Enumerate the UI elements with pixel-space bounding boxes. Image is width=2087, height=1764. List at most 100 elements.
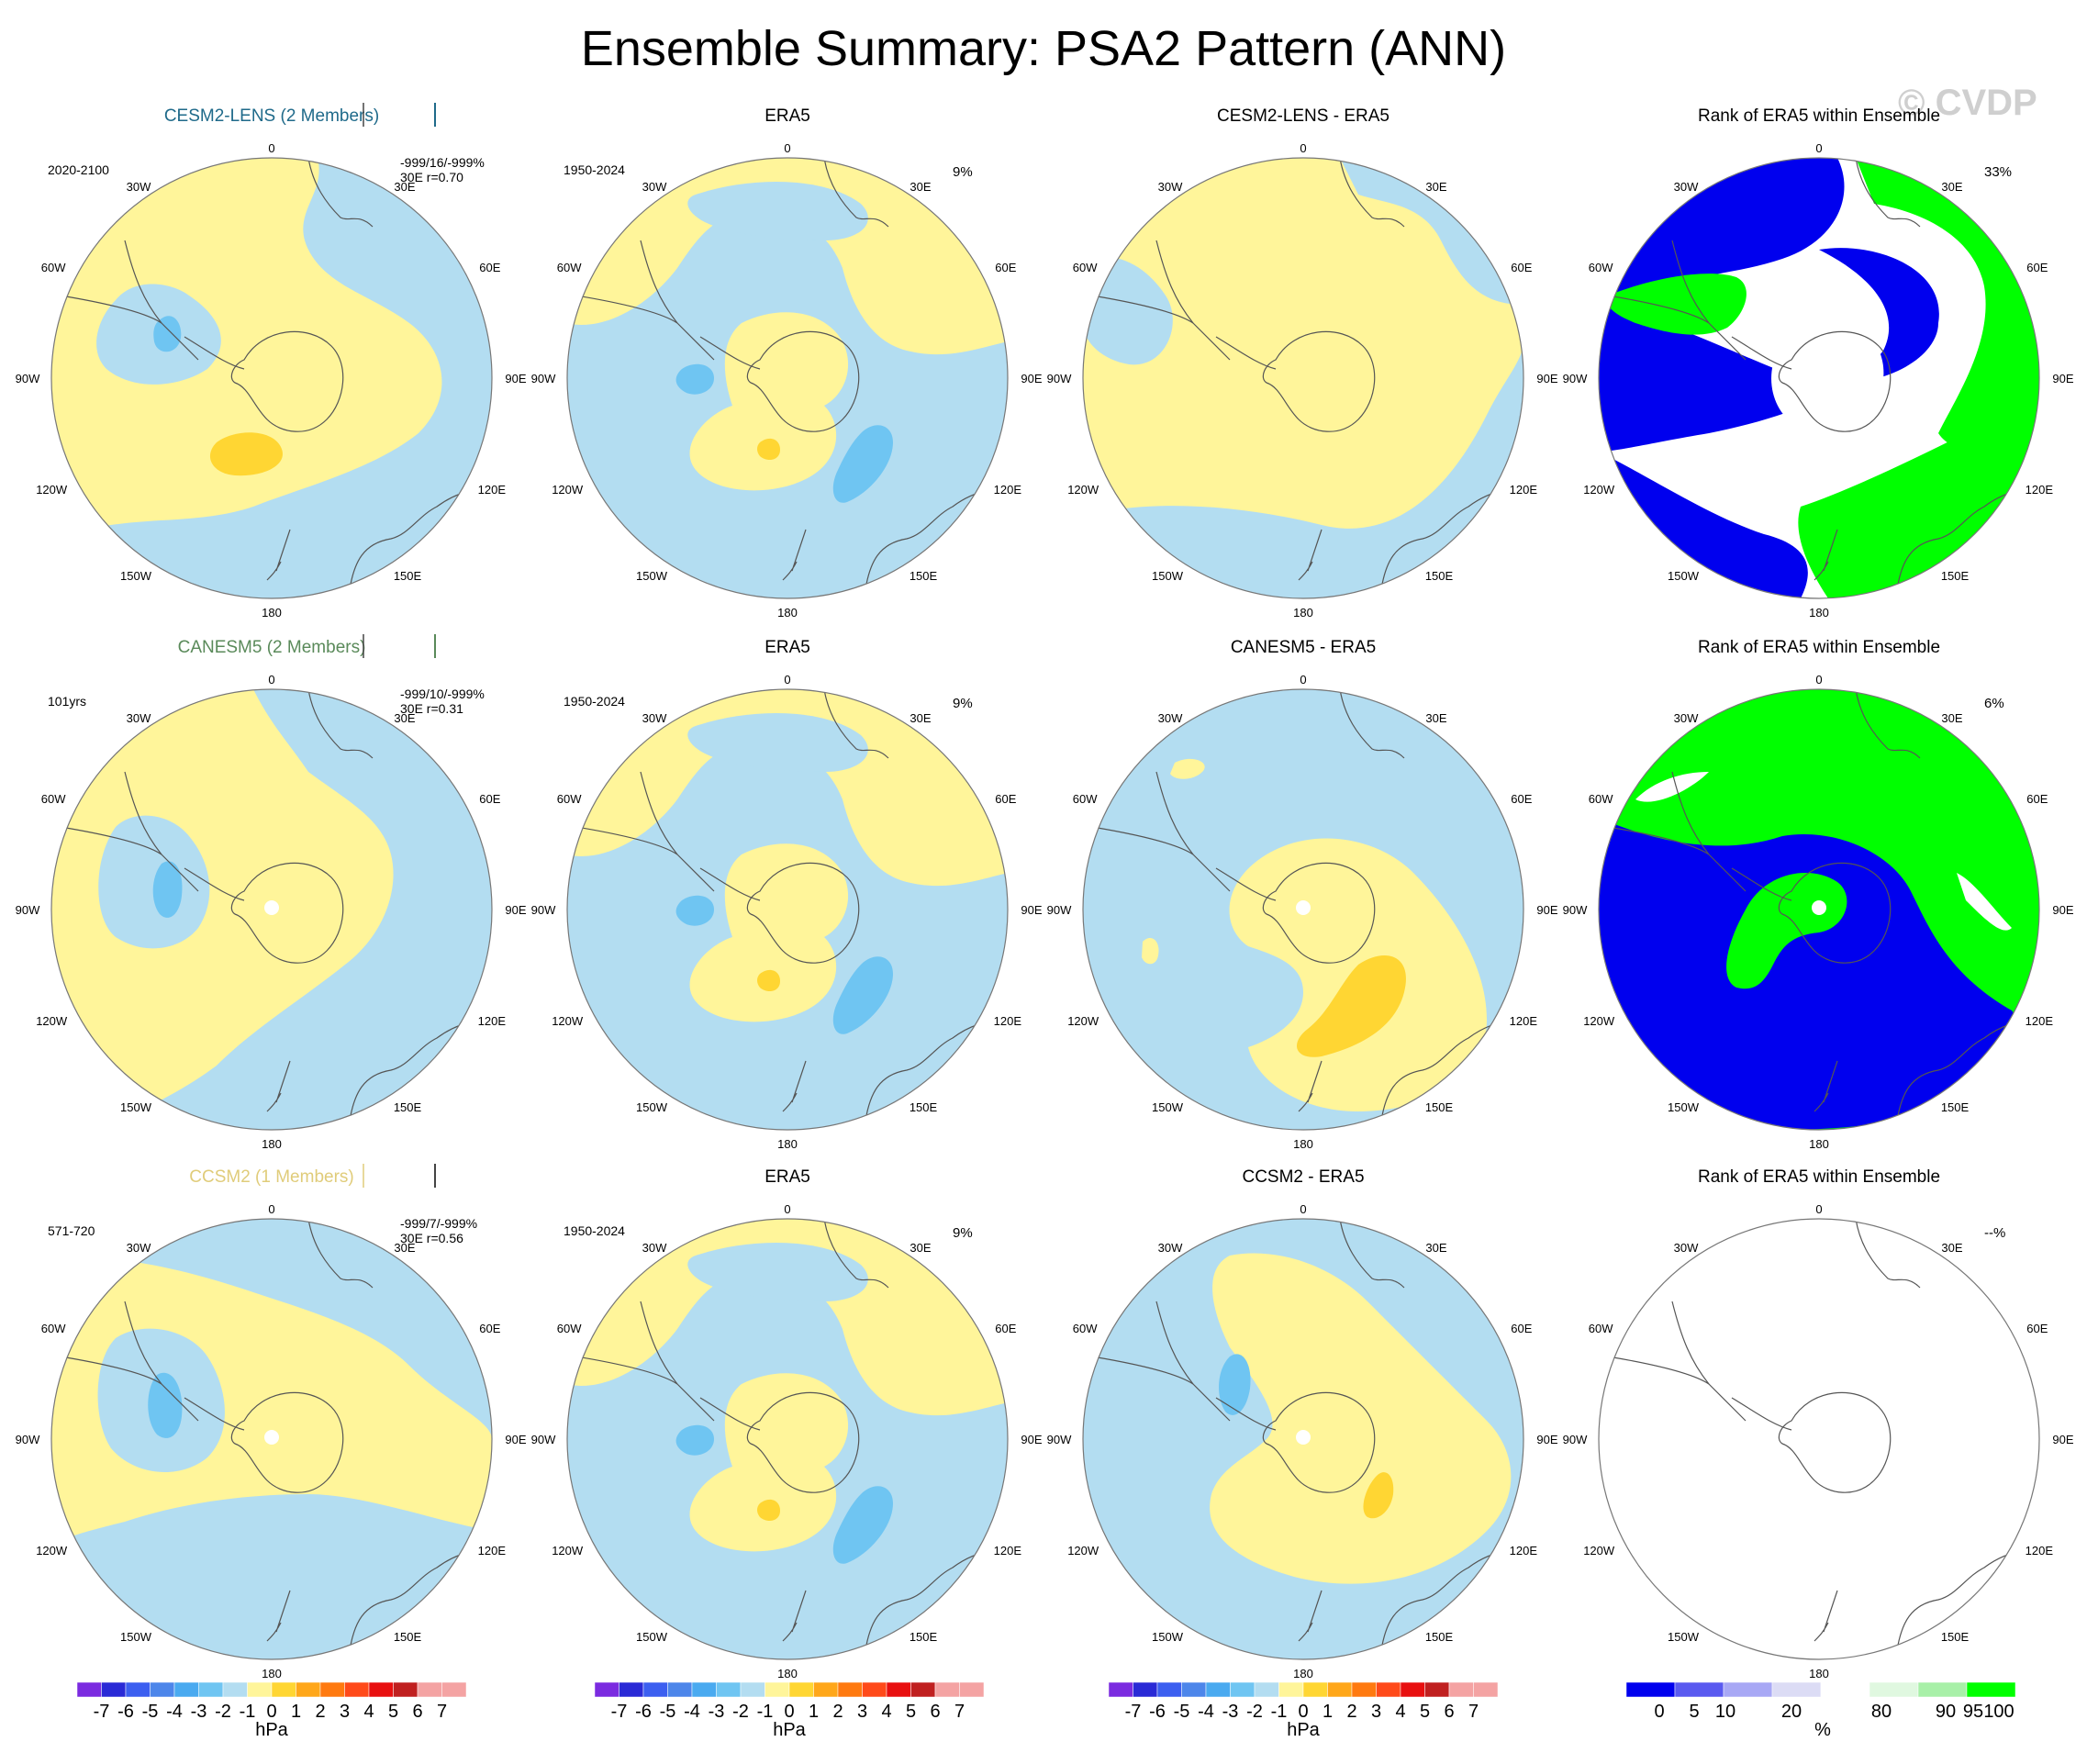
longitude-label: 120W: [1583, 1544, 1615, 1557]
longitude-label: 180: [777, 1667, 798, 1680]
colorbar-swatch: [393, 1681, 419, 1698]
map-boundary: [1598, 157, 2040, 599]
longitude-label: 90E: [505, 372, 526, 385]
colorbar-swatch: [691, 1681, 717, 1698]
colorbar-tick-label: 7: [954, 1702, 965, 1722]
panel-title: ERA5: [764, 638, 810, 657]
colorbar-swatch: [764, 1681, 790, 1698]
colorbar-tick-label: 90: [1936, 1702, 1956, 1722]
colorbar-unit: hPa: [773, 1720, 806, 1740]
longitude-label: 120E: [2026, 1544, 2054, 1557]
longitude-label: 150E: [394, 1630, 422, 1644]
colorbar-tick-label: 0: [266, 1702, 276, 1722]
longitude-label: 60E: [995, 1322, 1016, 1335]
field-fill: [1083, 158, 1523, 598]
colorbar-tick-label: 2: [832, 1702, 843, 1722]
map-boundary: [50, 688, 493, 1131]
map-boundary: [1082, 1218, 1524, 1660]
longitude-label: 180: [262, 1137, 282, 1151]
longitude-label: 60W: [1073, 261, 1098, 274]
longitude-label: 60E: [479, 261, 500, 274]
colorbar-tick-label: 80: [1871, 1702, 1892, 1722]
colorbar-tick-label: 1: [291, 1702, 301, 1722]
colorbar-swatch: [222, 1681, 248, 1698]
longitude-label: 60E: [1511, 261, 1532, 274]
colorbar-swatch: [910, 1681, 936, 1698]
colorbar-swatch: [125, 1681, 151, 1698]
longitude-label: 180: [1809, 606, 1829, 620]
colorbar-tick-label: -6: [1149, 1702, 1166, 1722]
colorbar-swatch: [1181, 1681, 1207, 1698]
colorbar-swatch: [417, 1681, 442, 1698]
colorbar-tick-label: -4: [684, 1702, 700, 1722]
longitude-label: 60W: [1073, 1322, 1098, 1335]
colorbar-swatch: [740, 1681, 765, 1698]
colorbar-tick-label: -7: [94, 1702, 110, 1722]
longitude-label: 0: [1300, 141, 1306, 155]
longitude-label: 60W: [557, 792, 582, 806]
longitude-label: 90E: [505, 1433, 526, 1446]
longitude-label: 150E: [1941, 1100, 1970, 1114]
longitude-label: 120E: [994, 1014, 1022, 1028]
colorbar-swatch: [1448, 1681, 1474, 1698]
longitude-label: 150E: [910, 1630, 938, 1644]
map-panel-r3-c2: 0 180 90W 90E 30W 30E 60W 60E 120W 120E 150W 150E ER…: [531, 1167, 1043, 1680]
longitude-label: 30W: [1674, 711, 1699, 725]
panel-title: CANESM5 - ERA5: [1231, 638, 1376, 657]
longitude-label: 0: [1300, 1202, 1306, 1216]
colorbar-tick-label: 6: [412, 1702, 422, 1722]
longitude-label: 30W: [127, 711, 151, 725]
longitude-label: 0: [784, 141, 790, 155]
period-label: 1950-2024: [564, 162, 625, 177]
colorbar-swatch: [813, 1681, 839, 1698]
stats-label: -999/7/-999%: [400, 1216, 477, 1231]
panel-title: ERA5: [764, 1167, 810, 1187]
field-fill: [51, 689, 492, 1130]
longitude-label: 30E: [394, 180, 415, 194]
longitude-label: 30W: [1158, 1241, 1183, 1255]
colorbar-tick-label: 5: [1420, 1702, 1430, 1722]
panel-title: ERA5: [764, 106, 810, 126]
colorbar-swatch: [1820, 1681, 1870, 1698]
longitude-label: 30W: [127, 1241, 151, 1255]
longitude-label: 60W: [1073, 792, 1098, 806]
longitude-label: 90E: [1536, 1433, 1557, 1446]
field-fill: [1599, 689, 2039, 1130]
longitude-label: 30E: [1941, 1241, 1962, 1255]
colorbar-swatch: [101, 1681, 127, 1698]
longitude-label: 180: [1809, 1667, 1829, 1680]
field-fill: [567, 1219, 1008, 1659]
longitude-label: 30W: [127, 180, 151, 194]
longitude-label: 0: [1815, 1202, 1822, 1216]
map-boundary: [1082, 157, 1524, 599]
panel-title: CCSM2 (1 Members): [189, 1167, 353, 1187]
colorbar-tick-label: 0: [784, 1702, 794, 1722]
colorbar-tick-label: 3: [857, 1702, 867, 1722]
colorbar-tick-label: -2: [215, 1702, 231, 1722]
longitude-label: 120E: [994, 1544, 1022, 1557]
longitude-label: 0: [1300, 673, 1306, 687]
longitude-label: 150E: [1425, 569, 1454, 583]
map-panel-r2-c3: 0 180 90W 90E 30W 30E 60W 60E 120W 120E 150W 150E CA…: [1047, 638, 1558, 1151]
colorbar-swatch: [837, 1681, 863, 1698]
longitude-label: 30W: [1158, 180, 1183, 194]
longitude-label: 60E: [995, 792, 1016, 806]
longitude-label: 150E: [394, 1100, 422, 1114]
coastlines: [60, 1219, 492, 1651]
longitude-label: 180: [1293, 606, 1313, 620]
period-label: 101yrs: [48, 694, 86, 709]
map-boundary: [50, 157, 493, 599]
map-panel-r1-c2: 0 180 90W 90E 30W 30E 60W 60E 120W 120E 150W 150E ER…: [531, 106, 1043, 620]
period-label: 1950-2024: [564, 1223, 625, 1238]
longitude-label: 120E: [478, 1014, 507, 1028]
longitude-label: 60W: [1589, 1322, 1613, 1335]
colorbar-swatch: [1917, 1681, 1968, 1698]
longitude-label: 30E: [394, 711, 415, 725]
longitude-label: 150W: [120, 1630, 152, 1644]
colorbar-swatch: [1254, 1681, 1279, 1698]
longitude-label: 120E: [994, 483, 1022, 497]
longitude-label: 60W: [557, 261, 582, 274]
colorbar-swatch: [1351, 1681, 1377, 1698]
